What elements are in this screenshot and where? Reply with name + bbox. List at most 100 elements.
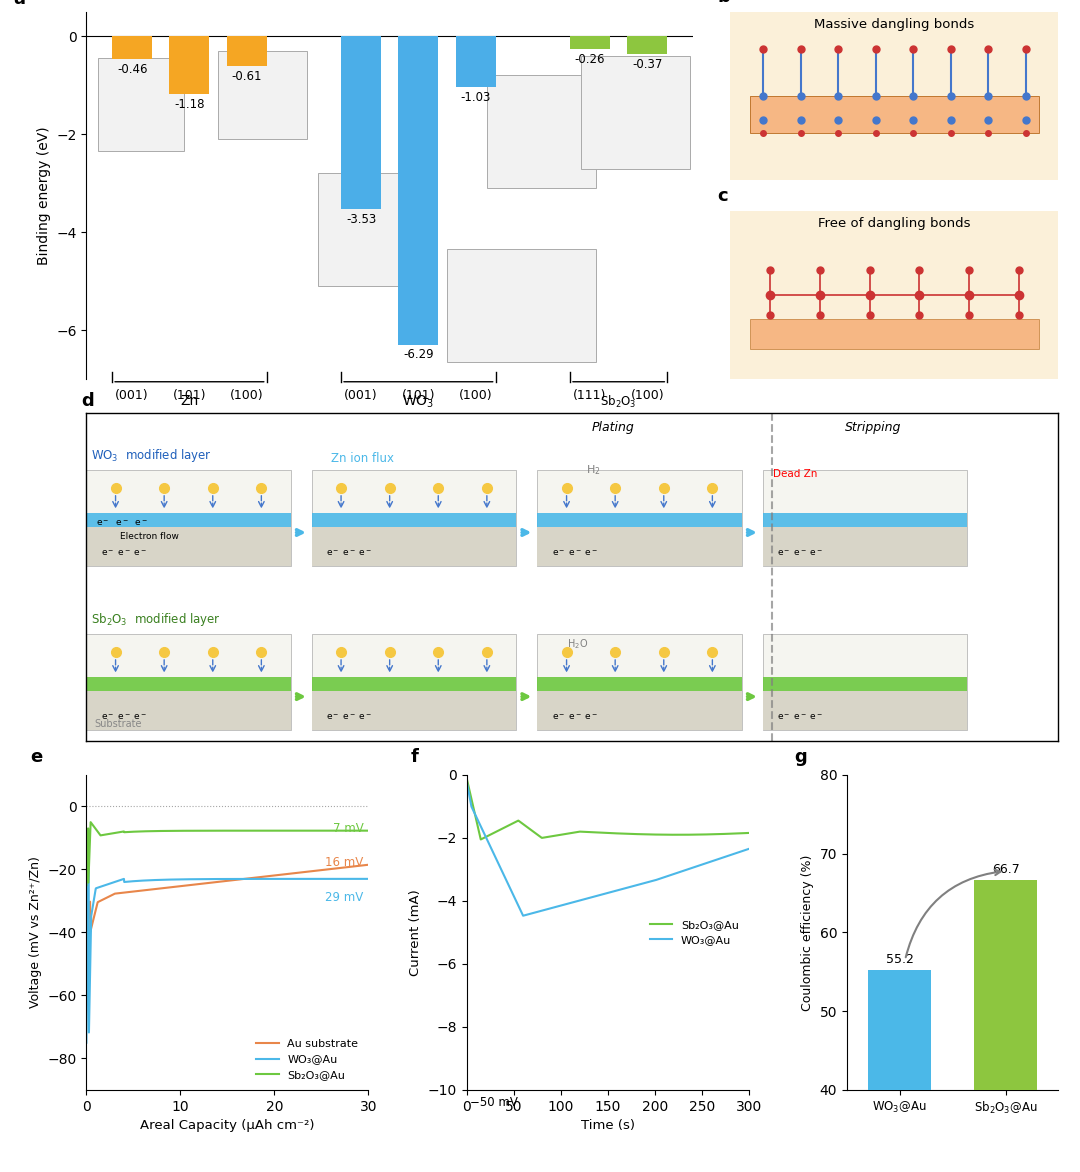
Y-axis label: Voltage (mV vs Zn²⁺/Zn): Voltage (mV vs Zn²⁺/Zn) [29, 857, 42, 1008]
X-axis label: Time (s): Time (s) [581, 1119, 635, 1132]
FancyBboxPatch shape [447, 250, 596, 362]
WO₃@Au [82, 824, 95, 838]
Text: e$^-$ e$^-$ e$^-$: e$^-$ e$^-$ e$^-$ [326, 713, 373, 722]
WO₃@Au [575, 893, 588, 907]
Text: d: d [82, 393, 94, 410]
WO₃@Au [686, 861, 699, 875]
Sb₂O₃@Au [306, 824, 319, 838]
WO₃@Au [742, 841, 755, 856]
Bar [570, 36, 610, 49]
Bar [538, 527, 742, 566]
Text: -0.61: -0.61 [231, 70, 262, 83]
Text: H$_2$: H$_2$ [586, 464, 600, 477]
Bar [399, 36, 438, 345]
Sb₂O₃@Au [194, 824, 207, 838]
Sb₂O₃@Au [109, 826, 122, 840]
WO₃@Au [109, 874, 122, 888]
Text: e: e [30, 748, 42, 766]
Line: Sb₂O₃@Au: Sb₂O₃@Au [86, 822, 368, 885]
Text: 16 mV: 16 mV [325, 857, 364, 870]
Text: WO$_3$: WO$_3$ [402, 394, 434, 410]
WO₃@Au [194, 872, 207, 886]
Text: Sb$_2$O$_3$: Sb$_2$O$_3$ [600, 394, 637, 410]
Text: Zn: Zn [180, 394, 199, 408]
WO₃@Au [80, 1036, 93, 1050]
Sb₂O₃@Au [489, 825, 502, 839]
WO₃@Au [654, 872, 667, 886]
Bar [312, 470, 516, 566]
Bar [312, 527, 516, 566]
Text: -1.03: -1.03 [460, 90, 490, 103]
WO₃@Au [516, 908, 529, 922]
FancyBboxPatch shape [319, 173, 407, 286]
Text: −50 mV: −50 mV [471, 1096, 518, 1109]
Text: f: f [410, 748, 418, 766]
Text: Zn ion flux: Zn ion flux [332, 451, 394, 464]
Text: -0.46: -0.46 [117, 62, 148, 76]
Bar [762, 677, 967, 691]
Bar [538, 513, 742, 527]
Sb₂O₃@Au [575, 825, 588, 839]
Text: Stripping: Stripping [845, 421, 901, 434]
WO₃@Au [680, 863, 693, 877]
Au substrate [194, 877, 207, 891]
Bar [538, 470, 742, 566]
Text: -6.29: -6.29 [403, 348, 434, 361]
Text: 55.2: 55.2 [886, 953, 914, 966]
Bar [538, 691, 742, 730]
WO₃@Au [306, 872, 319, 886]
Text: 66.7: 66.7 [991, 863, 1020, 875]
Text: e$^-$ e$^-$ e$^-$: e$^-$ e$^-$ e$^-$ [102, 713, 147, 722]
Sb₂O₃@Au [742, 826, 755, 840]
Sb₂O₃@Au [680, 827, 693, 841]
Text: e$^-$ e$^-$ e$^-$: e$^-$ e$^-$ e$^-$ [552, 548, 598, 558]
Legend: Au substrate, WO₃@Au, Sb₂O₃@Au: Au substrate, WO₃@Au, Sb₂O₃@Au [252, 1035, 363, 1084]
Bar [762, 470, 967, 566]
Text: -0.37: -0.37 [632, 59, 662, 71]
Bar [312, 691, 516, 730]
WO₃@Au [274, 872, 287, 886]
Text: -3.53: -3.53 [346, 213, 376, 226]
Sb₂O₃@Au [686, 827, 699, 841]
Sb₂O₃@Au [584, 825, 597, 839]
Bar [974, 880, 1037, 1172]
Au substrate [362, 858, 375, 872]
Au substrate [204, 875, 217, 890]
Au substrate [109, 886, 122, 900]
Bar [762, 691, 967, 730]
Bar [762, 513, 967, 527]
Bar [341, 36, 381, 210]
Au substrate [273, 867, 286, 881]
Bar [86, 470, 291, 566]
Sb₂O₃@Au [474, 832, 487, 846]
Text: -1.18: -1.18 [174, 98, 205, 111]
Sb₂O₃@Au [84, 815, 97, 829]
WO₃@Au [204, 872, 217, 886]
Line: Sb₂O₃@Au: Sb₂O₃@Au [467, 778, 748, 839]
Y-axis label: Binding energy (eV): Binding energy (eV) [37, 127, 51, 265]
Text: g: g [794, 748, 807, 766]
Text: Substrate: Substrate [94, 718, 141, 729]
Text: a: a [14, 0, 26, 8]
Text: 7 mV: 7 mV [333, 822, 364, 834]
Text: Electron flow: Electron flow [121, 532, 179, 541]
Text: Dead Zn: Dead Zn [772, 469, 816, 479]
Line: WO₃@Au: WO₃@Au [86, 831, 368, 1043]
Sb₂O₃@Au [80, 878, 93, 892]
Bar [86, 513, 291, 527]
Text: WO$_3$  modified layer: WO$_3$ modified layer [91, 448, 212, 464]
Text: e$^-$  e$^-$  e$^-$: e$^-$ e$^-$ e$^-$ [96, 518, 148, 527]
Bar [312, 677, 516, 691]
Bar [538, 677, 742, 691]
Bar [762, 634, 967, 730]
Bar [456, 36, 496, 87]
Sb₂O₃@Au [204, 824, 217, 838]
WO₃@Au [489, 850, 502, 864]
Text: c: c [717, 186, 728, 205]
Au substrate [300, 865, 313, 879]
Bar [112, 36, 152, 59]
Sb₂O₃@Au [274, 824, 287, 838]
Y-axis label: Coulombic efficiency (%): Coulombic efficiency (%) [801, 854, 814, 1010]
Bar [627, 36, 667, 54]
Text: e$^-$ e$^-$ e$^-$: e$^-$ e$^-$ e$^-$ [552, 713, 598, 722]
